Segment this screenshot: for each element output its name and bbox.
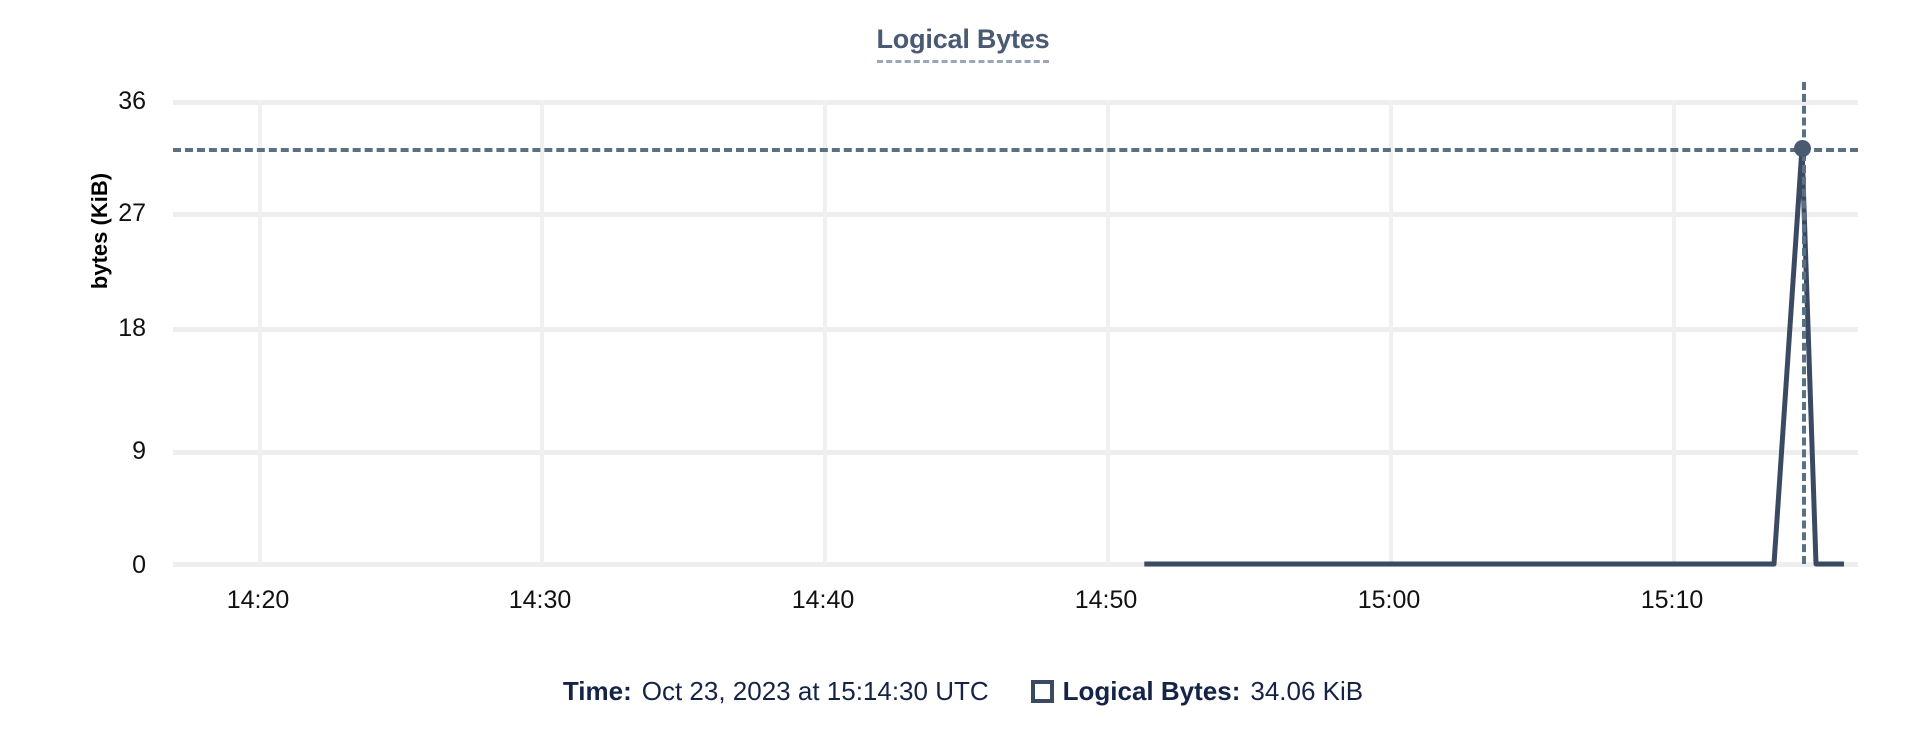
x-tick-label-1500: 15:00: [1357, 586, 1421, 614]
tooltip-time-value: Oct 23, 2023 at 15:14:30 UTC: [641, 676, 989, 706]
crosshair-vertical-line: [1802, 82, 1807, 564]
legend-swatch-icon: [1030, 680, 1054, 703]
x-tick-label-1510: 15:10: [1640, 586, 1704, 614]
x-tick-label-1450: 14:50: [1074, 586, 1138, 614]
crosshair-horizontal-line: [173, 148, 1858, 153]
chart-title-text: Logical Bytes: [876, 24, 1050, 63]
y-tick-label-36: 36: [118, 87, 146, 115]
tooltip-series-value: 34.06 KiB: [1250, 676, 1364, 706]
series-line: [1144, 148, 1844, 564]
gridline-x-1430: [540, 100, 544, 564]
tooltip-series-label: Logical Bytes:: [1062, 676, 1241, 706]
series-logical-bytes: [173, 100, 1858, 564]
crosshair-point-marker[interactable]: [1794, 140, 1812, 158]
gridline-x-1450: [1106, 100, 1110, 564]
y-tick-label-18: 18: [118, 314, 146, 342]
y-tick-label-0: 0: [132, 551, 146, 579]
x-tick-label-1430: 14:30: [508, 586, 572, 614]
tooltip-time-label: Time:: [562, 676, 632, 706]
y-tick-label-9: 9: [132, 437, 146, 465]
plot-area: [173, 100, 1858, 567]
gridline-y-18: [173, 327, 1858, 332]
tooltip-footer: Time: Oct 23, 2023 at 15:14:30 UTC Logic…: [0, 676, 1926, 707]
gridline-y-27: [173, 212, 1858, 217]
x-tick-label-1420: 14:20: [226, 586, 290, 614]
gridline-y-36: [173, 100, 1858, 105]
gridline-x-1440: [823, 100, 827, 564]
tooltip-series-group: Logical Bytes: 34.06 KiB: [1030, 676, 1364, 707]
y-tick-label-27: 27: [118, 199, 146, 227]
gridline-x-1510: [1672, 100, 1676, 564]
gridline-y-9: [173, 450, 1858, 455]
chart-title: Logical Bytes: [0, 24, 1926, 63]
tooltip-time-group: Time: Oct 23, 2023 at 15:14:30 UTC: [563, 676, 989, 707]
gridline-x-1500: [1389, 100, 1393, 564]
gridline-x-1420: [258, 100, 262, 564]
y-axis-title: bytes (KiB): [87, 172, 112, 290]
x-tick-label-1440: 14:40: [791, 586, 855, 614]
gridline-y-0: [173, 562, 1858, 567]
